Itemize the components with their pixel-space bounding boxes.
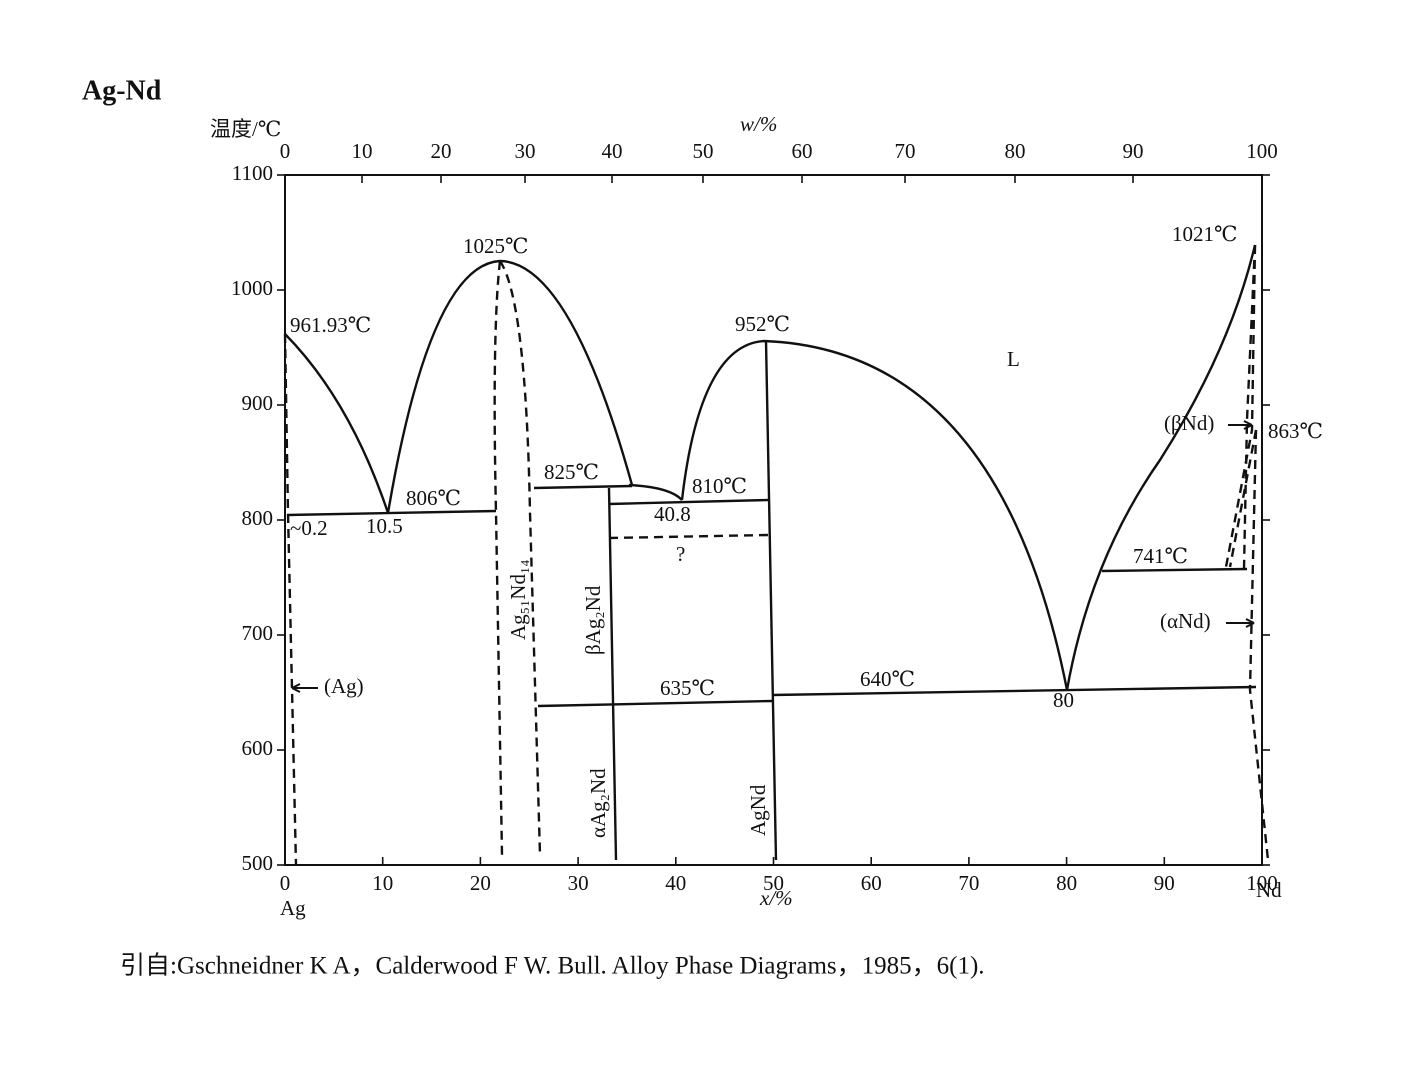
annotation: 80 (1053, 688, 1074, 712)
arrow (1226, 618, 1255, 628)
x-tick-label: 100 (1246, 871, 1278, 895)
top-axis-label: w/% (740, 112, 777, 136)
annotation: L (1007, 347, 1020, 371)
uncertain-line (608, 533, 769, 540)
nd-boundary (1242, 244, 1257, 570)
annotation: 961.93℃ (290, 313, 371, 337)
x-tick-label: 30 (568, 871, 589, 895)
top-tick-label: 40 (602, 139, 623, 163)
phase-label: Ag₅₁Nd₁₄ (506, 559, 530, 640)
x-tick-label: 60 (861, 871, 882, 895)
solvus (283, 333, 298, 866)
annotation: (βNd) (1164, 411, 1214, 435)
arrow (291, 683, 318, 693)
y-tick-label: 900 (242, 391, 274, 415)
annotation: 1021℃ (1172, 222, 1238, 246)
citation: 引自:Gschneidner K A，Calderwood F W. Bull.… (120, 952, 985, 980)
top-tick-label: 60 (792, 139, 813, 163)
liquidus (1065, 244, 1257, 691)
peritectic-line (533, 484, 633, 490)
arrow (1228, 420, 1253, 430)
eutectoid-line (1101, 567, 1248, 573)
x-tick-label: 20 (470, 871, 491, 895)
phase-boundary (499, 260, 542, 856)
compound-line (607, 487, 618, 861)
phase-label: αAg₂Nd (586, 768, 610, 838)
nd-boundary (1224, 244, 1257, 568)
phase-boundary (493, 260, 504, 856)
top-tick-label: 80 (1005, 139, 1026, 163)
annotation: 10.5 (366, 514, 403, 538)
right-element: Nd (1256, 878, 1282, 902)
top-tick-label: 10 (352, 139, 373, 163)
annotation: ? (676, 542, 685, 566)
left-element: Ag (280, 896, 306, 920)
annotation: 40.8 (654, 502, 691, 526)
annotation: 825℃ (544, 460, 599, 484)
liquidus (680, 339, 1069, 691)
phase-label: AgNd (746, 784, 770, 836)
y-tick-label: 700 (242, 621, 274, 645)
liquidus (628, 483, 683, 501)
annotation: (Ag) (324, 674, 364, 698)
left-axis-label: 温度/℃ (210, 117, 281, 141)
title: Ag-Nd (82, 75, 162, 106)
phase-label: βAg₂Nd (581, 585, 605, 655)
y-tick-label: 1000 (231, 276, 273, 300)
bottom-axis-label: x/% (759, 886, 793, 910)
x-tick-label: 40 (665, 871, 686, 895)
transition-line (537, 699, 773, 708)
x-tick-label: 10 (372, 871, 393, 895)
x-tick-label: 70 (958, 871, 979, 895)
annotation: 640℃ (860, 667, 915, 691)
x-tick-label: 50 (763, 871, 784, 895)
eutectic-line (771, 685, 1257, 697)
annotation: 952℃ (735, 312, 790, 336)
top-tick-label: 90 (1123, 139, 1144, 163)
annotation: 806℃ (406, 486, 461, 510)
top-tick-label: 100 (1246, 139, 1278, 163)
nd-boundary (1228, 429, 1258, 568)
phase-boundaries (283, 244, 1270, 866)
annotation: 1025℃ (463, 234, 529, 258)
annotation: 635℃ (660, 676, 715, 700)
top-tick-label: 20 (431, 139, 452, 163)
top-tick-label: 30 (515, 139, 536, 163)
annotation: 741℃ (1133, 544, 1188, 568)
liquidus (284, 333, 390, 514)
x-tick-label: 80 (1056, 871, 1077, 895)
y-tick-label: 800 (242, 506, 274, 530)
annotation: 810℃ (692, 474, 747, 498)
x-tick-label: 0 (280, 871, 291, 895)
top-tick-label: 50 (693, 139, 714, 163)
eutectic-line (608, 498, 769, 506)
top-tick-label: 70 (895, 139, 916, 163)
compound-line (764, 340, 778, 861)
annotation: ~0.2 (290, 516, 328, 540)
annotations: 961.93℃ 1025℃ 952℃ 1021℃ 863℃ 806℃ 825℃ … (290, 222, 1323, 838)
top-tick-label: 0 (280, 139, 291, 163)
annotation: (αNd) (1160, 609, 1211, 633)
y-tick-label: 600 (242, 736, 274, 760)
y-tick-label: 500 (242, 851, 274, 875)
annotation: 863℃ (1268, 419, 1323, 443)
eutectic-line (286, 509, 497, 517)
nd-boundary (1248, 429, 1270, 861)
x-tick-label: 90 (1154, 871, 1175, 895)
y-tick-label: 1100 (232, 161, 273, 185)
